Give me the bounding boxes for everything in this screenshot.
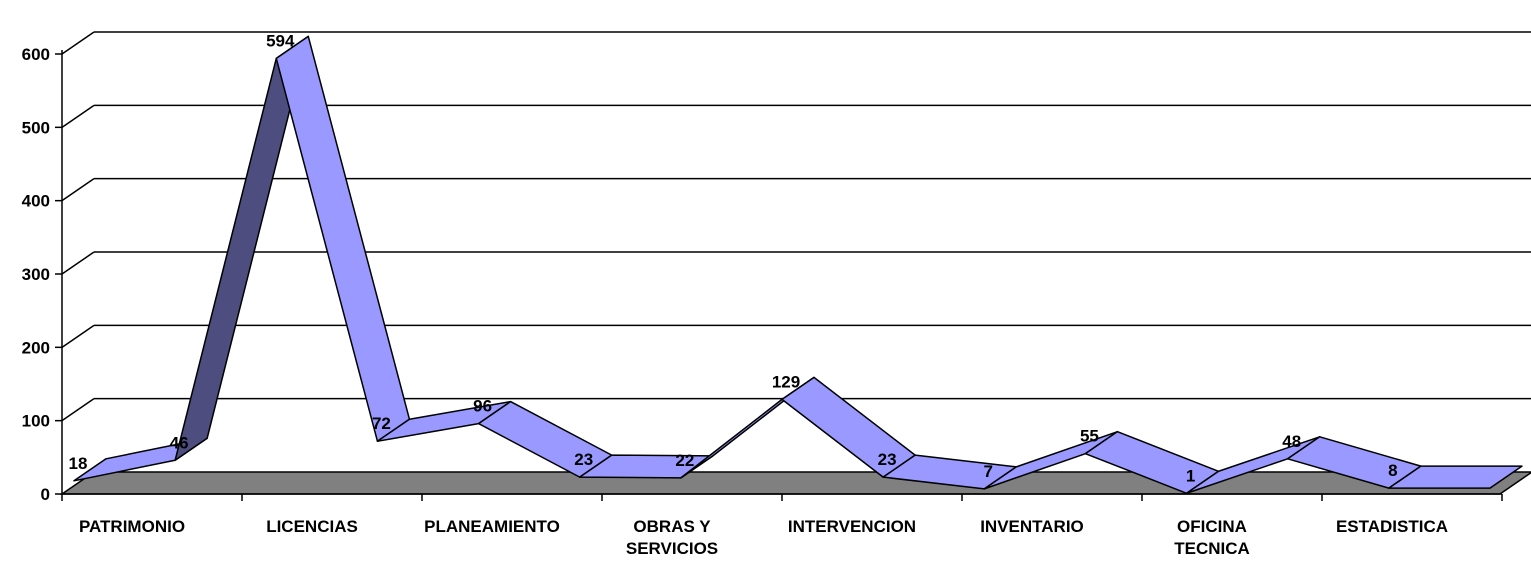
y-tick-label: 300 <box>22 265 50 284</box>
data-label: 72 <box>372 414 391 433</box>
gridline-depth <box>61 398 95 422</box>
x-category-label: OFICINA TECNICA <box>1174 517 1250 558</box>
y-tick-label: 600 <box>22 45 50 64</box>
gridline-depth <box>61 31 95 55</box>
x-category-label: PATRIMONIO <box>79 517 185 536</box>
x-category-label: INVENTARIO <box>980 517 1084 536</box>
data-label: 7 <box>984 462 993 481</box>
x-category-label: PLANEAMIENTO <box>424 517 560 536</box>
data-label: 55 <box>1080 427 1099 446</box>
y-tick-label: 400 <box>22 192 50 211</box>
x-category-label: ESTADISTICA <box>1336 517 1448 536</box>
gridline-depth <box>61 251 95 275</box>
ribbon-segment <box>275 35 411 442</box>
data-label: 96 <box>473 397 492 416</box>
data-label: 594 <box>266 31 295 50</box>
label-layer: 18 46 594 72 96 23 22 129 23 7 55 1 48 8 <box>69 31 1398 485</box>
gridline-depth <box>61 104 95 128</box>
data-label: 129 <box>772 372 800 391</box>
data-label: 8 <box>1388 461 1397 480</box>
ribbon-layer <box>73 35 1523 495</box>
data-label: 23 <box>574 450 593 469</box>
data-label: 1 <box>1186 466 1195 485</box>
y-tick-label: 500 <box>22 118 50 137</box>
y-tick-label: 0 <box>41 485 50 504</box>
ribbon-segment <box>1388 465 1523 489</box>
data-label: 48 <box>1282 432 1301 451</box>
axis-layer: 0 100 200 300 400 500 600 PATRIMONIO LICENCIAS PL… <box>22 45 1503 558</box>
x-category-label: OBRAS Y SERVICIOS <box>626 517 718 558</box>
data-label: 46 <box>170 433 189 452</box>
chart-floor <box>59 471 1531 495</box>
floor-layer <box>59 471 1531 495</box>
data-label: 18 <box>69 454 88 473</box>
x-category-label: INTERVENCION <box>788 517 916 536</box>
gridline-depth <box>61 178 95 202</box>
data-label: 23 <box>878 450 897 469</box>
y-tick-label: 200 <box>22 338 50 357</box>
y-tick-label: 100 <box>22 412 50 431</box>
gridline-depth <box>61 324 95 348</box>
data-label: 22 <box>675 451 694 470</box>
x-category-label: LICENCIAS <box>266 517 358 536</box>
